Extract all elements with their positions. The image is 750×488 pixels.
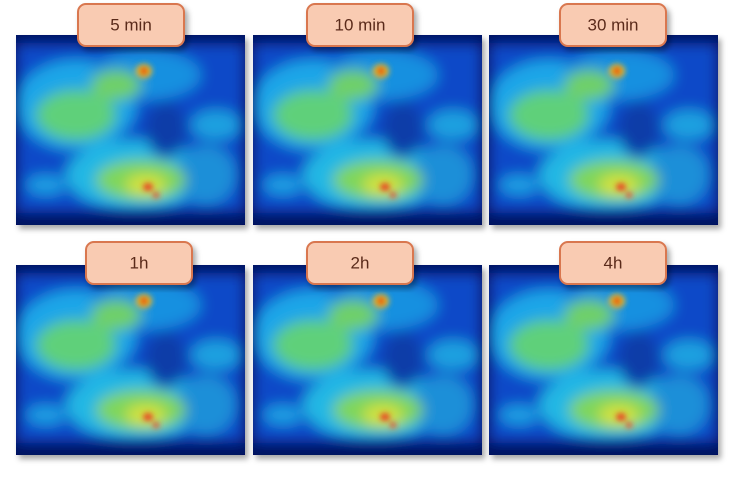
time-label: 5 min	[110, 15, 152, 34]
time-label: 2h	[351, 253, 370, 272]
heatmap-image	[489, 265, 718, 455]
time-label: 30 min	[587, 15, 638, 34]
time-label: 1h	[130, 253, 149, 272]
time-label: 4h	[604, 253, 623, 272]
time-label-box	[559, 3, 667, 47]
heatmap-image	[16, 265, 245, 455]
heatmap-image	[253, 265, 482, 455]
heatmap-image	[489, 35, 718, 225]
heatmap-image	[16, 35, 245, 225]
time-label-box	[306, 241, 414, 285]
heatmap-panel	[253, 35, 482, 225]
time-label-box	[559, 241, 667, 285]
heatmap-panel	[16, 265, 245, 455]
heatmap-image	[253, 35, 482, 225]
heatmap-panel	[489, 265, 718, 455]
heatmap-panel	[253, 265, 482, 455]
heatmap-panel	[489, 35, 718, 225]
time-label: 10 min	[334, 15, 385, 34]
time-label-box	[306, 3, 414, 47]
time-label-box	[77, 3, 185, 47]
time-label-box	[85, 241, 193, 285]
heatmap-panel	[16, 35, 245, 225]
